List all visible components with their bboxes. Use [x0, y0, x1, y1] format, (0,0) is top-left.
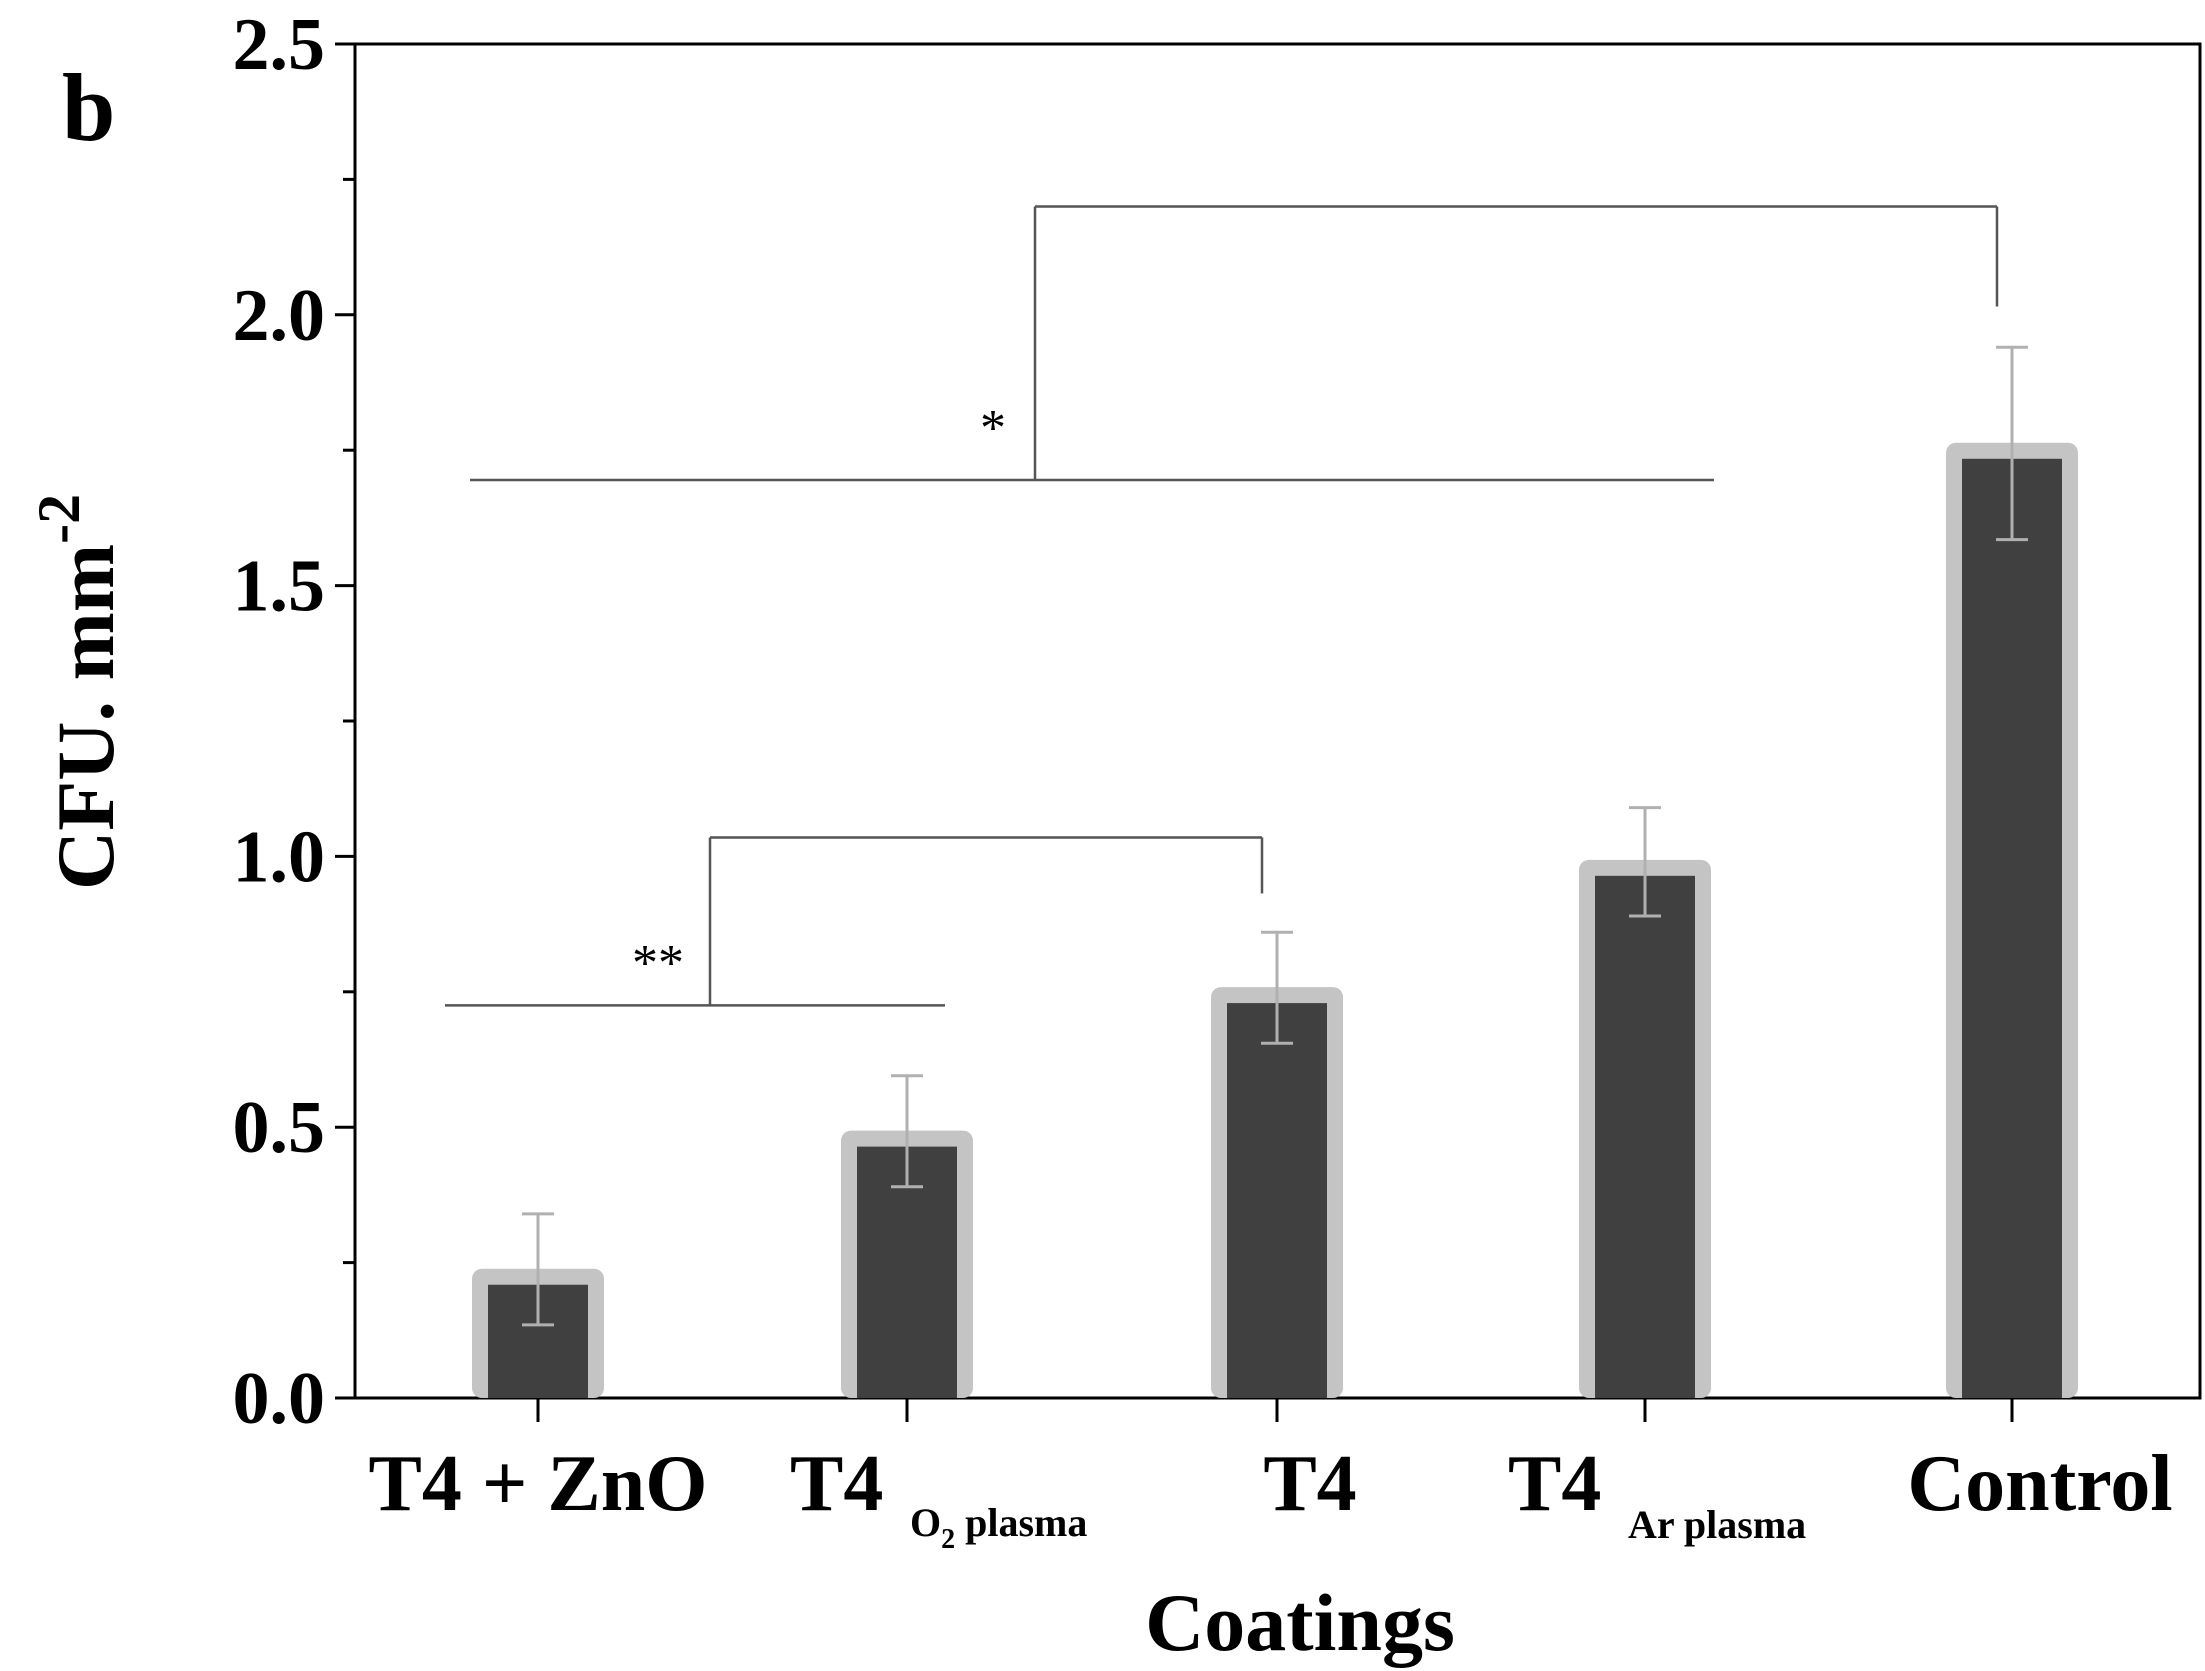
- significance-brackets: ***: [445, 205, 1999, 1007]
- y-tick-label: 1.0: [233, 816, 326, 898]
- x-tick-sublabel-index: 2: [941, 1524, 955, 1555]
- x-axis: T4 + ZnO T4 O2 plasma T4 T4 Ar plasma Control: [368, 1398, 2173, 1555]
- x-tick-label: T4: [1263, 1440, 1356, 1528]
- y-axis-title: CFU. mm-2: [26, 494, 131, 890]
- significance-label: **: [632, 935, 684, 992]
- bars: [472, 442, 2078, 1398]
- bar: [1962, 458, 2062, 1398]
- y-tick-label: 1.5: [233, 546, 326, 628]
- x-tick-label: Control: [1907, 1440, 2172, 1528]
- bar: [857, 1146, 957, 1398]
- x-tick-sublabel-part: O: [910, 1500, 941, 1545]
- y-axis-title-exponent: -2: [26, 494, 92, 544]
- significance-label: *: [980, 400, 1006, 457]
- y-tick-label: 2.5: [233, 4, 326, 86]
- y-tick-label: 0.5: [233, 1087, 326, 1169]
- x-tick-label: T4 + ZnO: [368, 1440, 707, 1528]
- x-axis-title: Coatings: [1145, 1577, 1455, 1668]
- x-tick-label: T4: [1508, 1440, 1601, 1528]
- x-tick-label: T4: [790, 1440, 883, 1528]
- y-tick-label: 0.0: [233, 1358, 326, 1440]
- error-bars: [522, 345, 2028, 1327]
- x-tick-sublabel: O2 plasma: [910, 1500, 1087, 1555]
- x-tick-sublabel: Ar plasma: [1628, 1502, 1806, 1547]
- y-tick-label: 2.0: [233, 275, 326, 357]
- bar: [1595, 875, 1695, 1398]
- y-axis: 0.0 0.5 1.0 1.5 2.0 2.5: [233, 4, 355, 1440]
- x-tick-sublabel-part: plasma: [955, 1500, 1087, 1545]
- y-axis-title-main: CFU. mm: [40, 544, 131, 890]
- panel-label: b: [62, 54, 115, 161]
- bar: [1227, 1003, 1327, 1398]
